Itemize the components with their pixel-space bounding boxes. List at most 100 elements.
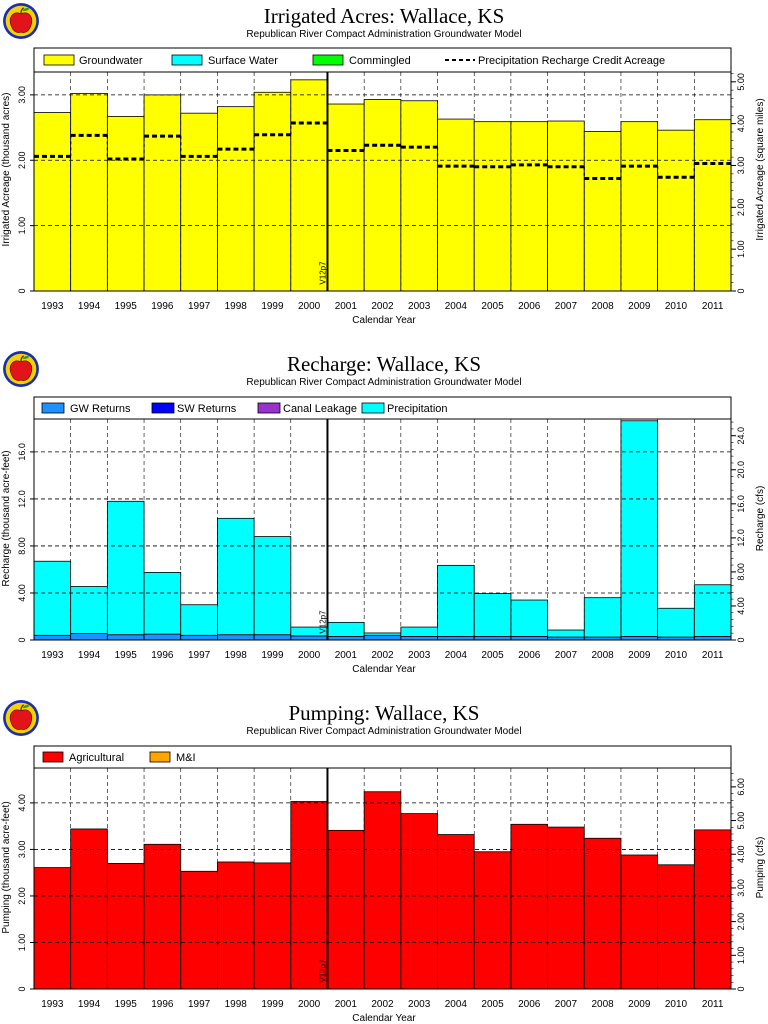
y-tick-label: 2.00 [17, 151, 27, 169]
x-tick-label-1996: 1996 [151, 999, 174, 1010]
x-tick-label-2007: 2007 [555, 301, 578, 312]
x-tick-label-2010: 2010 [665, 301, 688, 312]
x-axis-title: Calendar Year [352, 315, 416, 326]
bar-groundwater-1994 [70, 93, 108, 292]
bar-gw_returns-1994 [70, 633, 108, 641]
y2-tick-label: 4.00 [736, 115, 746, 133]
bar-gw_returns-2005 [473, 636, 512, 641]
y2-tick-label: 5.00 [736, 812, 746, 830]
bar-precipitation-2003 [400, 626, 438, 637]
bar-precipitation-1996 [143, 572, 182, 635]
y2-tick-label: 3.00 [736, 879, 746, 897]
y-tick-label: 8.00 [17, 537, 27, 555]
x-tick-label-2002: 2002 [371, 301, 394, 312]
legend-label-1: Surface Water [208, 55, 278, 67]
legend-swatch-commingled [312, 54, 344, 66]
bar-groundwater-2009 [620, 121, 659, 292]
bar-gw_returns-2011 [693, 636, 732, 641]
x-tick-label-1997: 1997 [188, 999, 211, 1010]
x-tick-label-2009: 2009 [628, 999, 651, 1010]
bar-precipitation-2004 [437, 564, 475, 637]
bar-gw_returns-2000 [290, 635, 328, 641]
bar-groundwater-1997 [180, 112, 218, 292]
bar-groundwater-2011 [693, 119, 732, 292]
bar-agricultural-2003 [400, 813, 438, 990]
y2-tick-label: 24.0 [736, 427, 746, 445]
y-tick-label: 4.00 [17, 794, 27, 812]
legend-label-0: GW Returns [70, 403, 131, 415]
bar-agricultural-2007 [547, 826, 585, 990]
bar-groundwater-2002 [363, 99, 402, 292]
bar-groundwater-2000 [290, 79, 328, 292]
bar-groundwater-2007 [547, 120, 585, 292]
x-tick-label-2005: 2005 [481, 301, 504, 312]
bar-agricultural-2000 [290, 801, 328, 990]
y2-tick-label: 8.00 [736, 563, 746, 581]
legend-label-1: SW Returns [177, 403, 237, 415]
legend-swatch-groundwater [43, 54, 75, 66]
x-tick-label-2000: 2000 [298, 301, 321, 312]
bar-groundwater-1996 [143, 94, 182, 292]
plot-frame [33, 47, 732, 292]
bar-agricultural-2008 [583, 837, 622, 990]
y2-tick-label: 2.00 [736, 913, 746, 931]
chart-title: Irrigated Acres: Wallace, KS [264, 4, 505, 28]
bar-gw_returns-1999 [253, 634, 292, 641]
bar-precipitation-2005 [473, 593, 512, 637]
bar-gw_returns-1993 [33, 634, 72, 641]
x-tick-label-2008: 2008 [591, 999, 614, 1010]
legend-label-0: Agricultural [69, 752, 124, 764]
x-tick-label-2010: 2010 [665, 999, 688, 1010]
chart-subtitle: Republican River Compact Administration … [246, 726, 521, 737]
y-tick-label: 0 [17, 986, 27, 991]
x-tick-label-2000: 2000 [298, 999, 321, 1010]
x-tick-label-2001: 2001 [335, 301, 358, 312]
legend-swatch-mi [149, 751, 171, 763]
y2-tick-label: 12.0 [736, 529, 746, 547]
x-tick-label-1994: 1994 [78, 301, 101, 312]
x-tick-label-2004: 2004 [445, 301, 468, 312]
x-tick-label-2009: 2009 [628, 301, 651, 312]
y2-tick-label: 4.00 [736, 845, 746, 863]
model-version-label: V12p7 [318, 959, 327, 983]
legend-label-2: Canal Leakage [283, 403, 357, 415]
x-tick-label-2011: 2011 [702, 301, 724, 312]
bar-gw_returns-1996 [143, 633, 182, 641]
y2-tick-label: 0 [736, 637, 746, 642]
y-tick-label: 4.00 [17, 584, 27, 602]
x-tick-label-2007: 2007 [555, 650, 578, 661]
y-tick-label: 1.00 [17, 934, 27, 952]
legend-label-1: M&I [176, 752, 196, 764]
y2-tick-label: 16.0 [736, 495, 746, 513]
y2-axis-title: Pumping (cfs) [755, 837, 766, 899]
y2-tick-label: 0 [736, 288, 746, 293]
apple-logo-icon [2, 350, 40, 388]
x-tick-label-1993: 1993 [41, 999, 64, 1010]
bar-agricultural-2006 [510, 823, 548, 990]
apple-logo-icon [2, 699, 40, 737]
y2-tick-label: 5.00 [736, 73, 746, 91]
legend-swatch-canal_leakage [257, 402, 281, 414]
legend-swatch-gw_returns [41, 402, 65, 414]
bar-groundwater-1995 [106, 116, 145, 292]
y-axis-title: Pumping (thousand acre-feet) [1, 801, 12, 933]
y2-tick-label: 4.00 [736, 597, 746, 615]
bar-groundwater-2003 [400, 100, 438, 292]
x-tick-label-2002: 2002 [371, 999, 394, 1010]
legend-swatch-precipitation [361, 402, 385, 414]
y2-tick-label: 3.00 [736, 157, 746, 175]
bar-precipitation-2010 [657, 607, 695, 638]
bar-precipitation-2002 [363, 632, 402, 636]
x-tick-label-1995: 1995 [115, 999, 138, 1010]
model-version-label: V12p7 [318, 610, 327, 634]
bar-groundwater-2006 [510, 121, 548, 292]
bar-agricultural-1995 [106, 862, 145, 990]
legend-swatch-surface_water [171, 54, 203, 66]
bar-gw_returns-2009 [620, 636, 659, 641]
bar-precipitation-2006 [510, 599, 548, 637]
legend-label-3: Precipitation Recharge Credit Acreage [478, 55, 665, 67]
x-tick-label-2006: 2006 [518, 301, 541, 312]
x-axis-title: Calendar Year [352, 664, 416, 675]
